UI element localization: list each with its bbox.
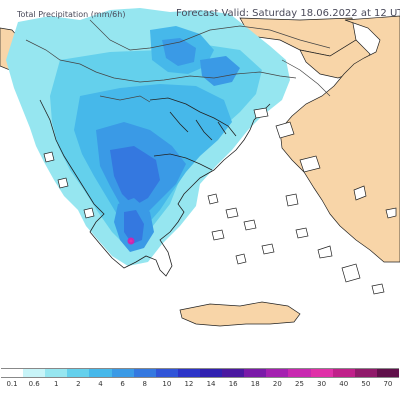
legend-swatch — [288, 369, 311, 377]
legend-tick: 0.1 — [6, 380, 18, 388]
forecast-label: Forecast Valid: — [176, 8, 249, 19]
legend-tick: 14 — [206, 380, 216, 388]
legend-swatch — [376, 369, 399, 377]
legend-swatch — [199, 369, 223, 377]
precipitation-legend: 0.1 0.6 1 2 4 6 8 10 12 14 16 18 20 25 30 40 50 70 — [0, 363, 400, 400]
legend-tick-labels: 0.1 0.6 1 2 4 6 8 10 12 14 16 18 20 25 30 40 50 70 — [1, 380, 399, 392]
legend-swatch — [89, 369, 112, 377]
aegean-islands — [43, 107, 397, 295]
legend-swatch — [310, 369, 333, 377]
legend-tick: 4 — [98, 380, 103, 388]
legend-colorbar — [1, 368, 399, 378]
legend-tick: 1 — [54, 380, 59, 388]
legend-tick: 50 — [361, 380, 371, 388]
legend-swatch — [67, 369, 90, 377]
legend-tick: 8 — [142, 380, 147, 388]
legend-tick: 6 — [120, 380, 125, 388]
coastlines — [39, 97, 271, 277]
legend-swatch — [332, 369, 355, 377]
legend-swatch — [354, 369, 377, 377]
legend-swatch — [266, 369, 289, 377]
legend-swatch — [155, 369, 178, 377]
legend-tick: 30 — [317, 380, 327, 388]
legend-swatch — [244, 369, 267, 377]
legend-swatch — [133, 369, 156, 377]
legend-swatch — [177, 369, 200, 377]
legend-swatch — [111, 369, 134, 377]
legend-swatch — [23, 369, 46, 377]
legend-tick: 16 — [228, 380, 238, 388]
legend-tick: 12 — [184, 380, 194, 388]
legend-tick: 2 — [76, 380, 81, 388]
legend-swatch — [222, 369, 245, 377]
legend-tick: 18 — [250, 380, 260, 388]
forecast-time: Saturday 18.06.2022 at 12 UTC — [252, 8, 400, 19]
legend-tick: 40 — [339, 380, 349, 388]
precipitation-field — [6, 8, 290, 266]
legend-swatch — [1, 369, 24, 377]
legend-tick: 10 — [162, 380, 172, 388]
legend-tick: 0.6 — [28, 380, 40, 388]
chart-title: Total Precipitation (mm/6h) — [17, 10, 126, 19]
legend-tick: 25 — [295, 380, 304, 388]
forecast-valid: Forecast Valid: Saturday 18.06.2022 at 1… — [176, 8, 400, 19]
legend-swatch — [45, 369, 68, 377]
legend-tick: 70 — [383, 380, 393, 388]
legend-tick: 20 — [272, 380, 282, 388]
country-borders — [25, 19, 331, 103]
